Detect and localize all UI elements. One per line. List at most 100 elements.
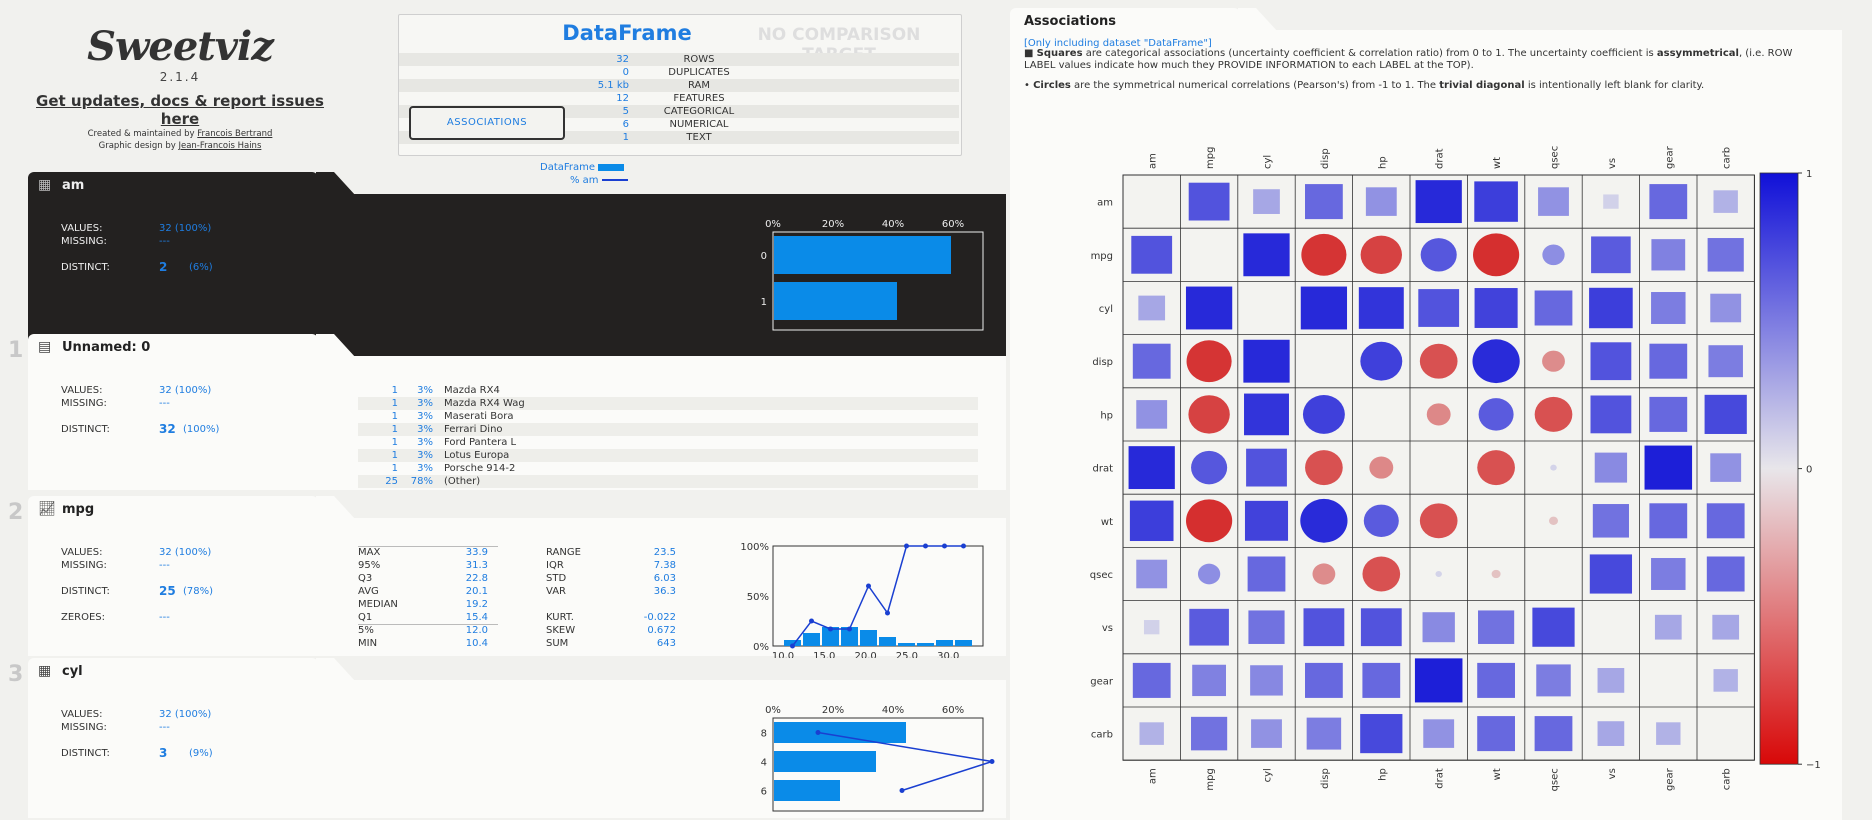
cumulative-point	[828, 626, 833, 632]
feature-card-unnamed[interactable]: 1 ▤ Unnamed: 0 VALUES: 32 (100%) MISSING:…	[8, 334, 1006, 490]
row-label: carb	[1091, 730, 1113, 741]
legend-bar-swatch	[598, 163, 625, 171]
histogram-bar	[822, 627, 839, 646]
histogram-bar	[898, 643, 915, 646]
updates-link[interactable]: Get updates, docs & report issues here	[36, 92, 324, 128]
column-label-bottom: qsec	[1550, 768, 1561, 791]
distinct-value: 2	[159, 260, 168, 274]
summary-value: 5.1 kb	[597, 80, 629, 91]
correlation-circle	[1197, 563, 1221, 585]
association-square	[1654, 614, 1682, 640]
correlation-circle	[1426, 403, 1451, 426]
association-square	[1649, 343, 1688, 379]
distinct-label: DISTINCT:	[61, 424, 110, 435]
stat-key: MIN	[358, 638, 378, 649]
feature-stats: VALUES: 32 (100%) MISSING: --- DISTINCT: 32…	[61, 384, 261, 444]
row-percent: 3%	[417, 385, 433, 396]
feature-card-am[interactable]: ▦ am VALUES: 32 (100%) MISSING: --- DISTIN…	[28, 172, 1006, 358]
association-square	[1143, 620, 1160, 635]
stat-value: 643	[656, 638, 676, 649]
correlation-circle	[1548, 516, 1559, 525]
summary-value: 6	[622, 119, 629, 130]
association-square	[1706, 503, 1745, 539]
tick-label: 60%	[942, 219, 964, 230]
association-square	[1360, 608, 1402, 647]
cumulative-point	[809, 618, 814, 624]
summary-label: TEXT	[686, 132, 712, 143]
values-label: VALUES:	[61, 709, 103, 720]
row-percent: 3%	[417, 463, 433, 474]
colorbar-tick-label: −1	[1806, 760, 1821, 771]
associations-button[interactable]: ASSOCIATIONS	[409, 106, 565, 140]
missing-value: ---	[159, 236, 170, 247]
row-name: Lotus Europa	[444, 450, 510, 461]
association-square	[1708, 345, 1743, 378]
correlation-circle	[1186, 340, 1232, 383]
association-square	[1422, 612, 1455, 643]
stat-value: 6.03	[653, 573, 676, 584]
histogram-bar	[803, 633, 820, 646]
values-value: 32 (100%)	[159, 547, 212, 558]
version-label: 2.1.4	[159, 70, 201, 84]
correlation-circle	[1362, 556, 1401, 592]
circles-bullet: •	[1024, 80, 1034, 91]
association-square	[1649, 396, 1688, 432]
association-square	[1713, 669, 1738, 692]
histogram-bar	[955, 640, 972, 646]
feature-stats: VALUES: 32 (100%) MISSING: --- DISTINCT: 2 (…	[61, 222, 261, 282]
association-square	[1707, 238, 1744, 272]
association-square	[1532, 607, 1575, 647]
correlation-circle	[1360, 235, 1403, 274]
association-square	[1649, 503, 1688, 539]
association-square	[1305, 662, 1343, 698]
column-label-top: qsec	[1550, 146, 1561, 169]
design-by-link[interactable]: Jean-Francois Hains	[178, 141, 262, 151]
cumulative-point	[942, 543, 947, 549]
row-label: drat	[1092, 464, 1113, 475]
bar	[774, 722, 906, 743]
bar	[774, 751, 876, 772]
list-item: 1 3% Mazda RX4 Wag	[358, 397, 978, 410]
association-square	[1477, 662, 1515, 698]
stat-key: SUM	[546, 638, 569, 649]
column-label-bottom: gear	[1664, 767, 1675, 791]
cumulative-point	[866, 583, 871, 589]
feature-card-mpg[interactable]: 2 📈︎ mpg VALUES: 32 (100%) MISSING: --- DI…	[8, 496, 1006, 658]
card-tab	[28, 658, 318, 682]
stat-key: AVG	[358, 586, 379, 597]
association-square	[1253, 189, 1280, 214]
association-square	[1358, 287, 1404, 329]
association-square	[1129, 500, 1174, 542]
correlation-circle	[1550, 464, 1557, 471]
percent-point	[815, 730, 821, 735]
stat-key: RANGE	[546, 547, 581, 558]
column-label-bottom: am	[1148, 768, 1159, 784]
association-square	[1418, 289, 1460, 327]
associations-matrix: am am am mpg mpg mpg cyl cyl cyl disp disp disp hp hp…	[1090, 145, 1821, 791]
column-label-bottom: vs	[1607, 768, 1618, 779]
feature-card-cyl[interactable]: 3 ▦ cyl VALUES: 32 (100%) MISSING: --- DIS…	[8, 658, 1006, 818]
distinct-label: DISTINCT:	[61, 262, 110, 273]
association-square	[1710, 453, 1742, 482]
association-square	[1536, 664, 1571, 697]
correlation-circle	[1477, 450, 1515, 486]
association-square	[1244, 393, 1289, 436]
tab-slope	[316, 496, 356, 520]
cumulative-point	[885, 610, 890, 616]
correlation-circle	[1188, 395, 1230, 434]
association-square	[1248, 610, 1285, 644]
stat-value: 31.3	[465, 560, 488, 571]
created-by-link[interactable]: Francois Bertrand	[197, 129, 273, 139]
tick-label: 60%	[942, 705, 964, 716]
stat-key: KURT.	[546, 612, 574, 623]
y-tick-label: 100%	[740, 542, 769, 553]
row-name: Maserati Bora	[444, 411, 514, 422]
association-square	[1597, 721, 1625, 746]
distinct-value: 25	[159, 584, 176, 598]
percent-point	[899, 788, 905, 793]
design-prefix: Graphic design by	[98, 141, 176, 151]
sweetviz-logo: Sweetviz	[87, 23, 274, 70]
association-square	[1191, 716, 1228, 751]
feature-name: Unnamed: 0	[62, 340, 151, 355]
associations-title: Associations	[1024, 14, 1116, 29]
